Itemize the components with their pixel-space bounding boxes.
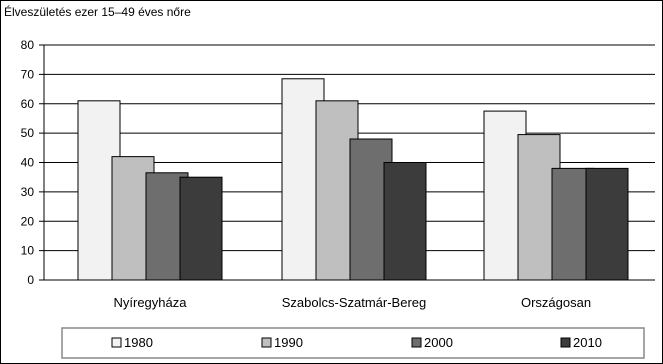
x-category-label: Szabolcs-Szatmár-Bereg (282, 295, 427, 310)
y-tick-label: 70 (21, 67, 35, 81)
legend-swatch-2000 (411, 337, 422, 348)
y-tick-label: 20 (21, 214, 35, 228)
legend-swatch-2010 (560, 337, 571, 348)
legend: 1980 1990 2000 2010 (61, 327, 645, 359)
legend-label-1990: 1990 (274, 335, 303, 350)
legend-label-1980: 1980 (124, 335, 153, 350)
y-tick-label: 80 (21, 38, 35, 52)
bars (77, 78, 629, 281)
chart-title: Élveszületés ezer 15–49 éves nőre (4, 4, 191, 19)
x-category-label: Nyíregyháza (114, 295, 188, 310)
legend-frame (61, 327, 645, 359)
y-tick-label: 60 (21, 97, 35, 111)
y-tick-label: 30 (21, 185, 35, 199)
x-axis: Nyíregyháza Szabolcs-Szatmár-Bereg Országo… (44, 279, 655, 310)
legend-label-2010: 2010 (573, 335, 602, 350)
x-category-label: Országosan (521, 295, 591, 310)
bar-2010-1 (383, 162, 427, 281)
legend-swatch-1990 (261, 337, 272, 348)
y-tick-label: 10 (21, 244, 35, 258)
bar-2010-0 (179, 176, 223, 281)
y-axis: 0 10 20 30 40 50 60 70 80 (21, 38, 45, 287)
y-tick-label: 0 (27, 273, 34, 287)
legend-label-2000: 2000 (424, 335, 453, 350)
y-tick-label: 50 (21, 126, 35, 140)
bar-2010-2 (585, 167, 629, 281)
legend-swatch-1980 (111, 337, 122, 348)
y-tick-label: 40 (21, 156, 35, 170)
